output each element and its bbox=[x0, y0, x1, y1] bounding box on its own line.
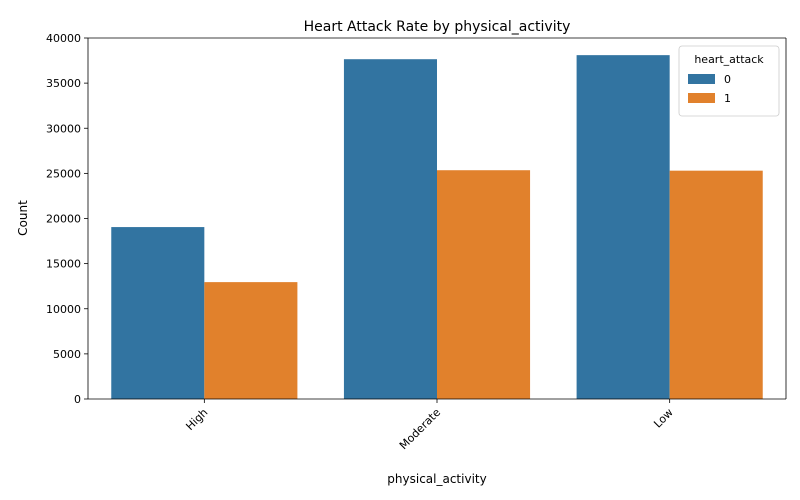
legend-swatch-1 bbox=[688, 93, 715, 103]
plot-area: 0 5000 10000 15000 20000 25000 30000 35000 40000… bbox=[46, 32, 787, 452]
y-tick-label: 35000 bbox=[46, 77, 81, 90]
legend-swatch-0 bbox=[688, 74, 715, 84]
bar-moderate-series-0 bbox=[343, 59, 437, 400]
bar-low-series-0 bbox=[576, 55, 670, 400]
bar-high-series-0 bbox=[111, 227, 205, 399]
y-tick-label: 25000 bbox=[46, 167, 81, 180]
bar-moderate-series-1 bbox=[437, 170, 531, 399]
legend-label-0: 0 bbox=[724, 73, 731, 86]
y-tick-label: 40000 bbox=[46, 32, 81, 45]
x-axis-title: physical_activity bbox=[387, 472, 486, 486]
y-axis-title: Count bbox=[16, 200, 30, 236]
bar-high-series-1 bbox=[204, 282, 298, 399]
legend: heart_attack 0 1 bbox=[678, 45, 780, 117]
y-tick-label: 0 bbox=[74, 393, 81, 406]
y-tick-label: 15000 bbox=[46, 258, 81, 271]
legend-label-1: 1 bbox=[724, 92, 731, 105]
chart-title: Heart Attack Rate by physical_activity bbox=[304, 19, 571, 35]
y-tick-label: 20000 bbox=[46, 213, 81, 226]
y-tick-label: 30000 bbox=[46, 122, 81, 135]
y-tick-label: 10000 bbox=[46, 303, 81, 316]
legend-title: heart_attack bbox=[694, 53, 764, 66]
y-tick-label: 5000 bbox=[53, 348, 81, 361]
bar-low-series-1 bbox=[669, 170, 763, 399]
